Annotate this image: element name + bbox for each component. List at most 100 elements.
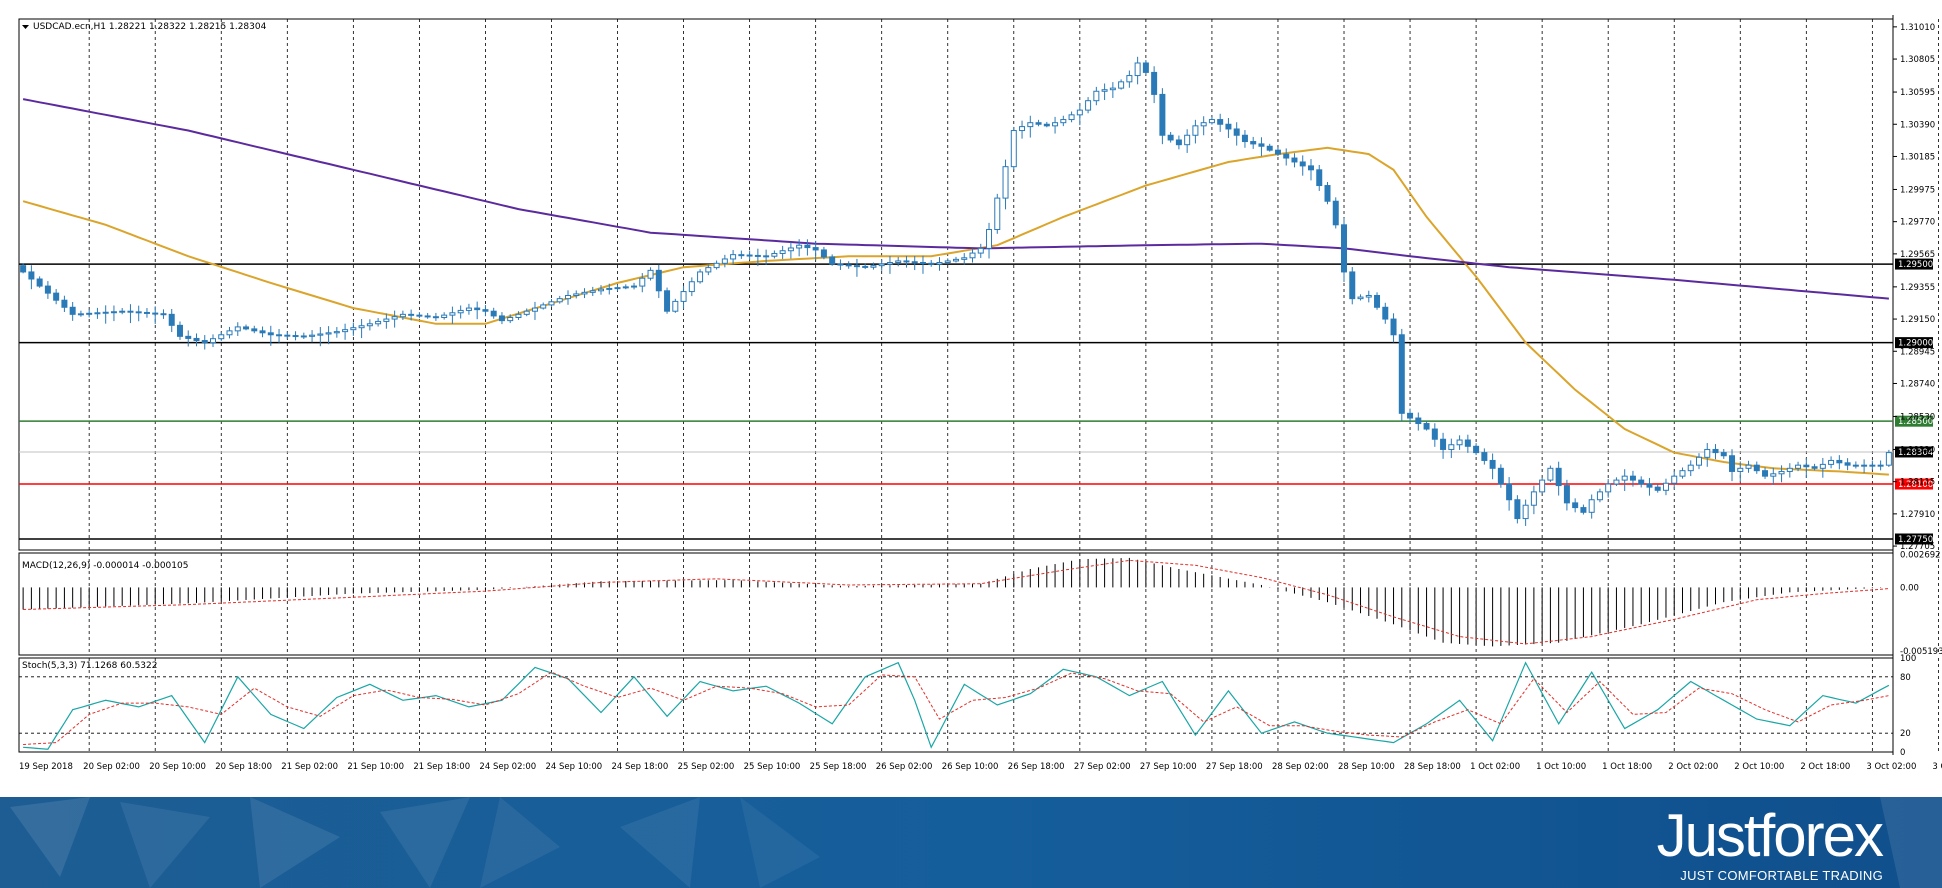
candle-body [1349,271,1356,300]
x-tick-label: 1 Oct 10:00 [1536,762,1586,772]
candle-body [1588,499,1595,513]
candle-body [953,258,959,262]
price-chart[interactable]: 1.29500 1.29000 1.28500 1.28304 1.28100 1.277… [0,0,1942,797]
candle-body [1654,486,1661,491]
candle-body [135,311,142,314]
candle-body [655,269,662,292]
candle-body [1241,134,1248,143]
candle-body [540,304,547,309]
candle-body [1060,119,1067,124]
candle-body [977,247,984,254]
candle-body [631,285,638,288]
candle-body [746,254,753,257]
candle-body [1035,122,1042,125]
candle-body [160,313,167,316]
candle-body [936,262,943,265]
level-price-label: 1.28500 [1898,417,1933,427]
candle-body [358,325,365,329]
candle-body [1514,499,1521,520]
candle-body [1473,445,1480,454]
y-tick-label: 1.30595 [1900,88,1935,98]
candle-body [1737,467,1744,472]
candle-body [1407,412,1414,419]
macd-y-label: -0.005193 [1900,647,1942,657]
candle-body [1307,165,1314,171]
candle-body [1027,122,1034,128]
candle-body [490,310,497,317]
x-tick-label: 26 Sep 02:00 [876,762,933,772]
x-tick-label: 2 Oct 02:00 [1668,762,1718,772]
y-tick-label: 1.30185 [1900,152,1935,162]
macd-y-label: 0.002692 [1900,550,1941,560]
x-tick-label: 25 Sep 18:00 [810,762,867,772]
candle-body [1019,126,1026,132]
candle-body [1043,123,1050,127]
x-tick-label: 21 Sep 18:00 [413,762,470,772]
candle-body [77,313,84,316]
x-tick-label: 26 Sep 18:00 [1008,762,1065,772]
candle-body [1679,470,1686,477]
candle-body [606,287,613,290]
main-chart-title: USDCAD.ecn,H1 1.28221 1.28322 1.28215 1.… [33,22,267,32]
stoch-y-label: 80 [1900,673,1911,683]
candle-body [1464,439,1471,447]
candle-body [820,249,827,258]
y-tick-label: 1.30805 [1900,55,1935,65]
candle-body [713,262,720,269]
x-tick-label: 28 Sep 02:00 [1272,762,1329,772]
candle-body [1861,464,1868,467]
candle-body [1184,134,1191,146]
candle-body [763,255,770,258]
candle-body [383,318,390,322]
level-price-box [1895,415,1933,427]
x-tick-label: 20 Sep 18:00 [215,762,272,772]
candle-body [1770,473,1777,477]
candle-body [787,247,794,252]
candle-body [1118,81,1125,89]
candle-body [267,332,274,336]
y-tick-label: 1.29565 [1900,250,1935,260]
candle-body [1811,466,1818,469]
candle-body [498,315,505,322]
y-tick-label: 1.31010 [1900,23,1935,33]
candle-body [317,333,324,336]
candle-body [441,314,448,318]
candle-body [1596,491,1603,501]
candle-body [193,337,200,342]
chart-menu-triangle-icon[interactable] [22,25,29,29]
candle-body [1258,143,1265,147]
brand-tagline: JUST COMFORTABLE TRADING [1680,868,1883,883]
candle-body [903,260,910,263]
candle-body [507,316,514,322]
stoch-k-line [23,661,1890,750]
candle-body [1481,452,1488,461]
y-tick-label: 1.30390 [1900,120,1935,130]
candle-body [1225,123,1232,130]
candle-body [1662,482,1669,491]
candle-body [1753,464,1760,472]
candle-body [1109,87,1116,91]
x-tick-label: 25 Sep 10:00 [744,762,801,772]
candle-body [919,262,926,265]
candle-body [730,254,737,260]
candle-body [1341,224,1348,273]
y-tick-label: 1.28115 [1900,478,1935,488]
panel-titles: USDCAD.ecn,H1 1.28221 1.28322 1.28215 1.… [22,22,267,671]
candle-body [333,331,340,334]
candle-body [309,334,316,337]
level-price-box [1895,446,1933,458]
macd-signal-line [23,559,1889,645]
candle-body [1704,448,1711,458]
y-tick-label: 1.29975 [1900,185,1935,195]
x-tick-label: 27 Sep 18:00 [1206,762,1263,772]
y-tick-label: 1.29150 [1900,315,1935,325]
candle-body [1448,444,1455,450]
candle-body [350,327,357,331]
x-tick-label: 27 Sep 10:00 [1140,762,1197,772]
horizontal-levels: 1.29500 1.29000 1.28500 1.28304 1.28100 1.277… [19,258,1933,545]
candle-body [1828,459,1835,465]
candle-body [292,335,299,338]
candle-body [1217,119,1224,125]
candle-body [1266,145,1273,151]
